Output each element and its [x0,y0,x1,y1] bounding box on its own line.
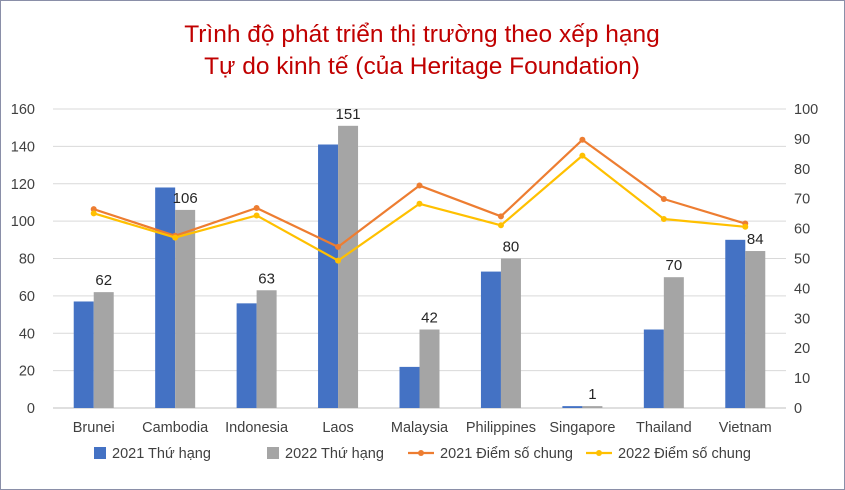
y-left-tick-label: 0 [27,401,35,417]
data-label: 106 [173,190,198,207]
legend-label: 2022 Điểm số chung [618,446,751,462]
bar-s2-laos [338,125,359,408]
legend-swatch [267,447,279,459]
category-label-singapore: Singapore [549,420,615,436]
legend-swatch [94,447,106,459]
bar-s1-laos [318,144,339,408]
legend-item-4: 2022 Điểm số chung [586,446,751,462]
legend: 2021 Thứ hạng 2022 Thứ hạng 2021 Điểm số c… [94,446,751,462]
bar-s2-cambodia [175,209,196,408]
line-point-s1-philippines [497,213,504,220]
line-series [90,136,749,264]
data-labels: 62 106 63 151 42 80 1 70 84 [95,106,763,403]
data-label: 63 [258,270,275,287]
category-label-philippines: Philippines [466,420,536,436]
bar-s2-brunei [93,292,114,408]
y-right-tick-label: 20 [794,341,810,357]
data-label: 70 [665,257,682,274]
y-right-tick-label: 10 [794,371,810,387]
data-label: 84 [747,231,764,248]
line-point-s1-singapore [579,136,586,143]
bar-s1-brunei [73,301,94,408]
line-point-s2-malaysia [416,200,423,207]
y-left-tick-label: 80 [19,252,35,268]
x-axis-categories: Brunei Cambodia Indonesia Laos Malaysia Phili… [73,420,772,436]
category-label-indonesia: Indonesia [225,420,289,436]
legend-label: 2022 Thứ hạng [285,446,384,462]
category-label-malaysia: Malaysia [391,420,449,436]
legend-item-3: 2021 Điểm số chung [408,446,573,462]
y-axis-right: 0 10 20 30 40 50 60 70 80 90 100 [794,102,818,417]
line-point-s1-malaysia [416,182,423,189]
line-point-s2-indonesia [253,212,260,219]
bar-s1-indonesia [236,303,257,408]
y-right-tick-label: 0 [794,401,802,417]
legend-marker [418,450,424,456]
y-left-tick-label: 160 [11,102,35,118]
y-left-tick-label: 60 [19,289,35,305]
title-line-2: Tự do kinh tế (của Heritage Foundation) [204,53,640,80]
category-label-vietnam: Vietnam [719,420,772,436]
data-label: 62 [95,272,112,289]
y-left-tick-label: 20 [19,364,35,380]
line-point-s2-cambodia [172,234,179,241]
line-point-s2-singapore [579,152,586,159]
category-label-laos: Laos [322,420,353,436]
line-point-s2-laos [335,257,342,264]
bar-s1-malaysia [399,366,420,408]
y-right-tick-label: 40 [794,281,810,297]
y-right-tick-label: 60 [794,222,810,238]
line-point-s2-brunei [90,210,97,217]
line-point-s1-thailand [660,195,667,202]
data-label: 42 [421,310,438,327]
y-left-tick-label: 40 [19,326,35,342]
legend-label: 2021 Điểm số chung [440,446,573,462]
legend-label: 2021 Thứ hạng [112,446,211,462]
bar-s1-vietnam [725,239,746,408]
line-point-s2-vietnam [742,223,749,230]
category-label-cambodia: Cambodia [142,420,209,436]
category-label-thailand: Thailand [636,420,692,436]
bar-s1-thailand [643,329,664,408]
bar-s2-malaysia [419,329,440,408]
legend-marker [596,450,602,456]
bar-series [73,125,766,408]
legend-item-2: 2022 Thứ hạng [267,446,384,462]
y-right-tick-label: 70 [794,192,810,208]
bar-s2-thailand [663,277,684,408]
title-line-1: Trình độ phát triển thị trường theo xếp … [184,21,660,48]
bar-s2-vietnam [745,251,766,408]
line-point-s1-indonesia [253,204,260,211]
y-left-tick-label: 140 [11,139,35,155]
data-label: 151 [336,106,361,123]
y-right-tick-label: 90 [794,132,810,148]
y-right-tick-label: 30 [794,311,810,327]
y-left-tick-label: 120 [11,177,35,193]
y-left-tick-label: 100 [11,214,35,230]
bar-s1-philippines [480,271,501,408]
bar-s1-cambodia [155,187,176,408]
bar-s1-singapore [562,406,583,408]
bar-s2-indonesia [256,290,277,408]
line-point-s2-thailand [660,216,667,223]
line-point-s1-brunei [90,206,97,213]
y-right-tick-label: 50 [794,252,810,268]
y-right-tick-label: 100 [794,102,818,118]
y-axis-left: 0 20 40 60 80 100 120 140 160 [11,102,35,417]
bar-s2-philippines [500,258,521,408]
line-point-s1-laos [335,243,342,250]
data-label: 80 [503,239,520,256]
category-label-brunei: Brunei [73,420,115,436]
y-right-tick-label: 80 [794,162,810,178]
data-label: 1 [588,386,596,403]
legend-item-1: 2021 Thứ hạng [94,446,211,462]
line-point-s2-philippines [497,222,504,229]
chart-title: Trình độ phát triển thị trường theo xếp … [184,21,660,80]
bar-s2-singapore [582,406,603,408]
